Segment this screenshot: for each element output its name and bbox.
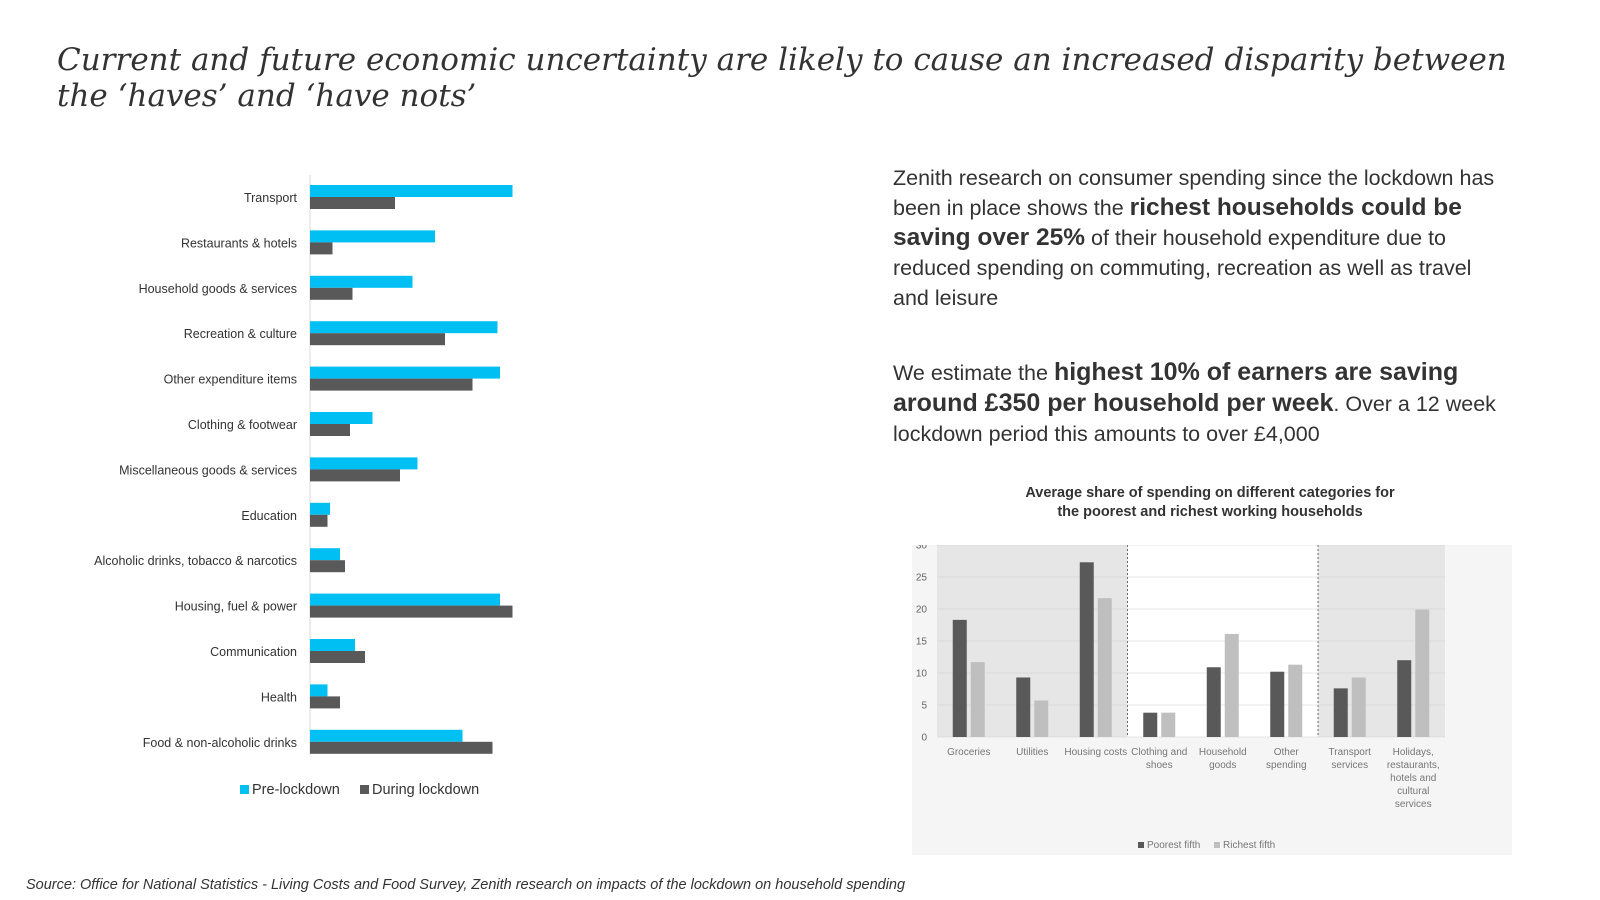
- category-label-clothing-footwear: Clothing & footwear: [188, 418, 297, 432]
- legend-swatch-richest: [1214, 842, 1220, 848]
- category-label-education: Education: [241, 509, 297, 523]
- y-tick-label: 5: [921, 701, 927, 712]
- column-poorest-fifth-holidays-restaurants-hotels-and-cultural-services: [1397, 660, 1412, 737]
- bar-pre-lockdown-household-goods-services: [310, 275, 413, 288]
- bar-pre-lockdown-alcoholic-drinks-tobacco-narcotics: [310, 548, 340, 561]
- bar-pre-lockdown-housing-fuel-power: [310, 593, 500, 606]
- copy-1-post: of their household expenditure due to re…: [893, 226, 1472, 310]
- y-tick-label: 0: [921, 733, 927, 744]
- bar-during-lockdown-housing-fuel-power: [310, 605, 513, 618]
- right-chart-title: Average share of spending on different c…: [910, 484, 1510, 522]
- right-chart-title-line-1: Average share of spending on different c…: [1025, 485, 1395, 501]
- y-tick-label: 25: [916, 573, 928, 584]
- category-label-food-non-alcoholic-drinks: Food & non-alcoholic drinks: [143, 736, 297, 750]
- column-richest-fifth-utilities: [1034, 700, 1049, 737]
- category-label-transport: Transport: [244, 191, 298, 205]
- left-chart-legend: Pre-lockdown During lockdown: [240, 782, 479, 798]
- legend-during-lockdown: During lockdown: [372, 782, 479, 798]
- column-poorest-fifth-housing-costs: [1079, 562, 1094, 737]
- category-label-miscellaneous-goods-services: Miscellaneous goods & services: [119, 463, 297, 477]
- column-richest-fifth-other-spending: [1288, 664, 1303, 737]
- copy-paragraph-2: We estimate the highest 10% of earners a…: [893, 357, 1513, 449]
- column-poorest-fifth-transport-services: [1333, 688, 1348, 737]
- copy-2-post: . Over a 12 week lockdown period this am…: [893, 392, 1496, 446]
- copy-paragraph-1: Zenith research on consumer spending sin…: [893, 163, 1513, 313]
- category-label-clothing-and-shoes: Clothing and shoes: [1131, 747, 1187, 771]
- category-label-housing-costs: Housing costs: [1064, 747, 1127, 758]
- category-label-household-goods-services: Household goods & services: [139, 282, 297, 296]
- column-poorest-fifth-household-goods: [1206, 667, 1221, 737]
- bar-pre-lockdown-other-expenditure-items: [310, 366, 500, 379]
- y-tick-label: 30: [916, 545, 928, 552]
- column-richest-fifth-holidays-restaurants-hotels-and-cultural-services: [1415, 609, 1430, 737]
- copy-1-bold: richest households could be saving over …: [893, 194, 1462, 251]
- bar-pre-lockdown-communication: [310, 639, 355, 651]
- bar-pre-lockdown-health: [310, 684, 328, 697]
- bar-pre-lockdown-miscellaneous-goods-services: [310, 457, 418, 470]
- legend-swatch-pre-lockdown: [240, 785, 249, 794]
- bar-pre-lockdown-restaurants-hotels: [310, 230, 435, 243]
- copy-1-pre: Zenith research on consumer spending sin…: [893, 166, 1495, 220]
- category-label-holidays-restaurants-hotels-and-cultural-services: Holidays, restaurants, hotels and cultural s…: [1387, 747, 1440, 810]
- category-label-other-spending: Other spending: [1266, 747, 1307, 771]
- category-label-transport-services: Transport services: [1329, 747, 1372, 771]
- bar-pre-lockdown-food-non-alcoholic-drinks: [310, 729, 463, 742]
- y-tick-label: 15: [916, 637, 928, 648]
- column-richest-fifth-household-goods: [1224, 633, 1239, 737]
- category-label-communication: Communication: [210, 645, 297, 659]
- category-label-household-goods: Household goods: [1199, 747, 1247, 771]
- column-poorest-fifth-groceries: [952, 619, 967, 737]
- column-poorest-fifth-clothing-and-shoes: [1143, 712, 1158, 737]
- category-label-other-expenditure-items: Other expenditure items: [164, 373, 297, 387]
- category-label-groceries: Groceries: [947, 747, 990, 758]
- column-richest-fifth-groceries: [970, 662, 985, 737]
- category-label-health: Health: [261, 690, 297, 704]
- right-chart-title-line-2: the poorest and richest working househol…: [1057, 504, 1363, 520]
- copy-2-bold: highest 10% of earners are saving around…: [893, 358, 1459, 417]
- bar-during-lockdown-recreation-culture: [310, 333, 445, 346]
- legend-swatch-during-lockdown: [360, 785, 369, 794]
- bar-pre-lockdown-education: [310, 502, 330, 515]
- column-richest-fifth-clothing-and-shoes: [1161, 712, 1176, 737]
- column-richest-fifth-housing-costs: [1097, 598, 1112, 737]
- category-label-utilities: Utilities: [1016, 747, 1048, 758]
- column-poorest-fifth-utilities: [1016, 677, 1031, 737]
- y-tick-label: 10: [916, 669, 928, 680]
- column-poorest-fifth-other-spending: [1270, 671, 1285, 737]
- bar-pre-lockdown-transport: [310, 185, 513, 197]
- bar-during-lockdown-education: [310, 514, 328, 527]
- right-chart-legend: Poorest fifth Richest fifth: [1138, 840, 1275, 851]
- bar-during-lockdown-clothing-footwear: [310, 424, 350, 436]
- bar-during-lockdown-household-goods-services: [310, 287, 353, 300]
- legend-pre-lockdown: Pre-lockdown: [252, 782, 340, 798]
- bar-pre-lockdown-recreation-culture: [310, 321, 498, 334]
- legend-richest-fifth: Richest fifth: [1223, 840, 1275, 851]
- household-spending-share-chart: 0 5 10 15 20 25 30 Groceries Utilities Housing c…: [912, 545, 1512, 855]
- y-tick-label: 20: [916, 605, 928, 616]
- legend-swatch-poorest: [1138, 842, 1144, 848]
- category-label-alcoholic-drinks-tobacco-narcotics: Alcoholic drinks, tobacco & narcotics: [94, 554, 297, 568]
- spending-change-bar-chart: Transport Restaurants & hotels Household g…: [94, 175, 513, 798]
- source-note: Source: Office for National Statistics -…: [26, 877, 906, 893]
- copy-2-pre: We estimate the: [893, 361, 1054, 385]
- bar-pre-lockdown-clothing-footwear: [310, 412, 373, 424]
- bar-during-lockdown-food-non-alcoholic-drinks: [310, 741, 493, 754]
- category-label-recreation-culture: Recreation & culture: [184, 327, 297, 341]
- legend-poorest-fifth: Poorest fifth: [1147, 840, 1200, 851]
- bar-during-lockdown-alcoholic-drinks-tobacco-narcotics: [310, 560, 345, 573]
- bar-during-lockdown-miscellaneous-goods-services: [310, 469, 400, 482]
- category-label-restaurants-hotels: Restaurants & hotels: [181, 236, 297, 250]
- bar-during-lockdown-restaurants-hotels: [310, 242, 333, 255]
- category-label-housing-fuel-power: Housing, fuel & power: [175, 600, 297, 614]
- bar-during-lockdown-transport: [310, 197, 395, 209]
- column-richest-fifth-transport-services: [1351, 677, 1366, 737]
- bar-during-lockdown-health: [310, 696, 340, 709]
- page-title: Current and future economic uncertainty …: [57, 42, 1507, 114]
- bar-during-lockdown-communication: [310, 651, 365, 663]
- bar-during-lockdown-other-expenditure-items: [310, 378, 473, 391]
